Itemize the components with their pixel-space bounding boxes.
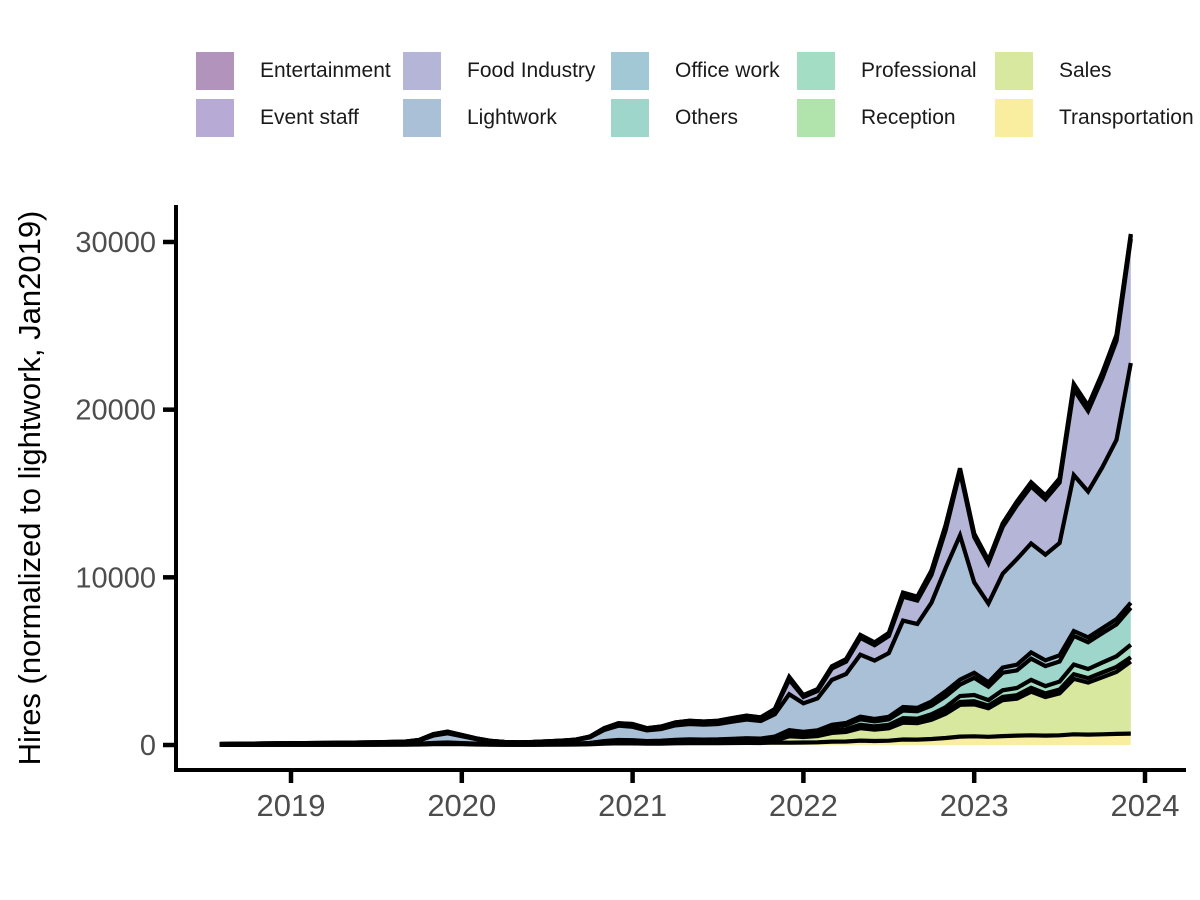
- legend-label: Lightwork: [467, 106, 557, 129]
- layer-outlines: [219, 233, 1133, 747]
- legend-swatch-entertainment: [196, 52, 234, 90]
- area-food-industry: [219, 239, 1131, 745]
- legend-label: Professional: [861, 59, 977, 82]
- chart-legend: Entertainment Food Industry Office work …: [196, 52, 1196, 137]
- legend-item-reception: Reception: [797, 99, 995, 137]
- x-tick-label-2023: 2023: [940, 788, 1009, 823]
- legend-item-office-work: Office work: [611, 52, 797, 90]
- legend-label: Reception: [861, 106, 956, 129]
- legend-item-entertainment: Entertainment: [196, 52, 403, 90]
- legend-label: Food Industry: [467, 59, 596, 82]
- legend-swatch-event-staff: [196, 99, 234, 137]
- y-tick-label-20000: 20000: [75, 395, 156, 427]
- legend-item-event-staff: Event staff: [196, 99, 403, 137]
- legend-label: Sales: [1059, 59, 1112, 82]
- legend-label: Office work: [675, 59, 780, 82]
- y-tick-label-0: 0: [140, 730, 156, 762]
- y-tick-label-10000: 10000: [75, 562, 156, 594]
- legend-swatch-food-industry: [403, 52, 441, 90]
- x-tick-label-2021: 2021: [598, 788, 667, 823]
- legend-label: Others: [675, 106, 739, 129]
- legend-swatch-transportation: [995, 99, 1033, 137]
- legend-label: Transportation: [1059, 106, 1194, 129]
- legend-item-food-industry: Food Industry: [403, 52, 611, 90]
- axes: 0 10000 20000 30000 2019 2020 2021 2022 2023 2024: [75, 205, 1186, 823]
- legend-item-others: Others: [611, 99, 797, 137]
- legend-swatch-office-work: [611, 52, 649, 90]
- legend-item-lightwork: Lightwork: [403, 99, 611, 137]
- legend-item-sales: Sales: [995, 52, 1196, 90]
- legend-swatch-sales: [995, 52, 1033, 90]
- area-transportation: [219, 733, 1131, 745]
- legend-item-transportation: Transportation: [995, 99, 1196, 137]
- area-lightwork: [219, 363, 1131, 745]
- legend-label: Entertainment: [260, 59, 391, 82]
- x-tick-label-2019: 2019: [257, 788, 326, 823]
- y-tick-label-30000: 30000: [75, 227, 156, 259]
- legend-swatch-lightwork: [403, 99, 441, 137]
- area-layers: [219, 233, 1131, 745]
- x-tick-label-2020: 2020: [427, 788, 496, 823]
- legend-swatch-others: [611, 99, 649, 137]
- boundary-entertainment: [219, 233, 1133, 747]
- legend-swatch-reception: [797, 99, 835, 137]
- x-tick-label-2022: 2022: [769, 788, 838, 823]
- legend-item-professional: Professional: [797, 52, 995, 90]
- legend-label: Event staff: [260, 106, 359, 129]
- x-tick-label-2024: 2024: [1111, 788, 1180, 823]
- legend-swatch-professional: [797, 52, 835, 90]
